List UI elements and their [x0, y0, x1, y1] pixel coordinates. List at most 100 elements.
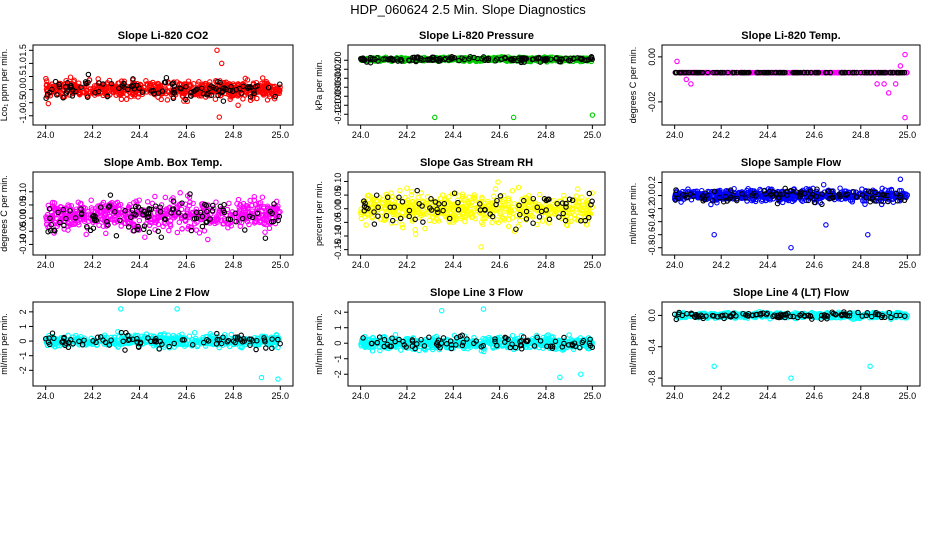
data-point: [212, 96, 219, 102]
data-point: [72, 215, 79, 221]
data-point: [115, 80, 121, 86]
data-point: [97, 334, 104, 340]
data-point: [261, 86, 267, 92]
data-point: [569, 209, 575, 216]
y-tick-label: -0.10: [333, 95, 343, 116]
panel-3: Slope Li-820 Temp.degrees C per min.24.0…: [628, 30, 921, 140]
data-point: [204, 208, 210, 215]
data-point: [233, 218, 239, 225]
y-axis-label: ml/min per min.: [628, 183, 638, 245]
data-point: [103, 230, 109, 237]
data-point: [135, 344, 142, 350]
data-point: [168, 210, 175, 216]
data-point: [416, 214, 423, 221]
data-point: [178, 206, 185, 213]
data-point: [539, 218, 546, 224]
data-point: [85, 71, 92, 78]
x-tick-label: 24.4: [131, 391, 149, 401]
data-point: [249, 202, 255, 209]
data-point: [199, 85, 205, 91]
outlier-point: [885, 90, 892, 96]
data-point: [586, 190, 593, 197]
data-point: [65, 202, 71, 208]
y-tick-label: -0.10: [333, 226, 343, 247]
outlier-point: [688, 81, 694, 87]
data-point: [219, 89, 225, 96]
data-point: [44, 88, 50, 95]
x-tick-label: 24.6: [178, 391, 196, 401]
data-point: [517, 211, 523, 218]
data-point: [204, 336, 210, 343]
data-point: [77, 201, 84, 207]
panel-title: Slope Amb. Box Temp.: [104, 157, 223, 169]
x-tick-label: 25.0: [899, 260, 917, 270]
data-point: [525, 192, 532, 199]
data-point: [102, 336, 109, 343]
data-point: [191, 329, 198, 336]
data-point: [394, 212, 400, 219]
data-point: [65, 219, 71, 226]
x-tick-label: 24.2: [84, 260, 102, 270]
data-point: [50, 215, 56, 222]
data-point: [699, 69, 706, 76]
data-point: [358, 55, 364, 62]
data-point: [162, 79, 169, 86]
data-point: [170, 80, 176, 86]
x-tick-label: 24.0: [37, 260, 55, 270]
data-point: [857, 69, 864, 76]
x-tick-label: 24.6: [491, 391, 509, 401]
data-point: [210, 205, 217, 211]
data-point: [432, 199, 439, 205]
data-point: [882, 69, 889, 76]
data-point: [81, 337, 87, 343]
data-point: [148, 88, 155, 94]
data-point: [82, 79, 89, 85]
data-point: [820, 181, 827, 188]
y-tick-label: 0.10: [333, 173, 343, 191]
data-point: [56, 84, 63, 90]
data-point: [833, 69, 839, 76]
data-point: [699, 195, 705, 201]
data-point: [276, 90, 282, 97]
data-point: [414, 187, 420, 194]
data-point: [269, 345, 275, 352]
data-point: [43, 215, 50, 222]
x-tick-label: 24.6: [806, 130, 824, 140]
data-point: [839, 69, 845, 76]
plot-frame: [661, 44, 921, 126]
data-point: [124, 219, 131, 225]
outlier-point: [683, 76, 690, 83]
data-point: [273, 331, 280, 338]
data-point: [401, 203, 408, 210]
data-point: [409, 188, 415, 195]
data-point: [872, 189, 879, 196]
data-point: [269, 340, 275, 346]
data-point: [54, 92, 60, 98]
data-point: [673, 187, 679, 193]
data-point: [492, 186, 499, 192]
data-point: [144, 199, 151, 205]
data-point: [560, 192, 567, 199]
data-point: [76, 222, 82, 228]
data-point: [480, 215, 486, 222]
data-point: [410, 216, 416, 222]
data-point: [142, 234, 148, 240]
data-point: [704, 69, 711, 76]
data-point: [440, 207, 446, 214]
data-point: [709, 188, 715, 195]
data-point: [434, 206, 440, 213]
data-point: [493, 201, 499, 208]
data-point: [863, 69, 870, 76]
data-point: [807, 188, 814, 194]
data-point: [553, 55, 560, 61]
data-point: [163, 74, 170, 81]
data-point: [170, 198, 177, 204]
data-point: [361, 203, 368, 210]
data-point: [899, 69, 906, 76]
data-point: [144, 81, 150, 87]
plot-frame: [32, 44, 294, 126]
data-point: [85, 79, 91, 86]
data-point: [685, 186, 691, 192]
data-point: [577, 210, 583, 216]
data-point: [901, 69, 908, 76]
